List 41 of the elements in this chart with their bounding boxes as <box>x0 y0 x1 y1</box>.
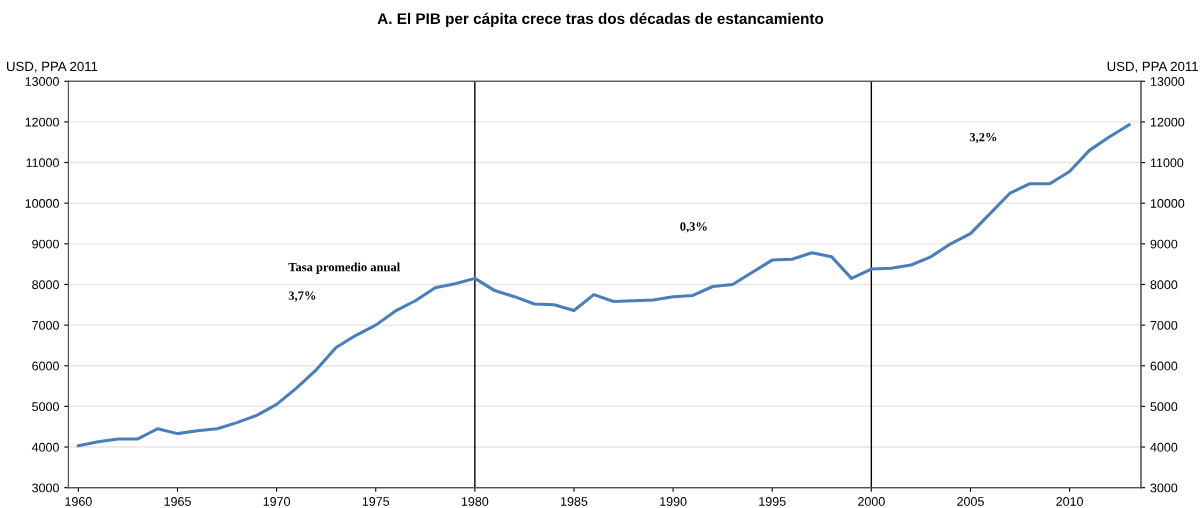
y2-tick-label: 12000 <box>1150 117 1185 127</box>
annotation: 3,2% <box>969 132 997 144</box>
y-tick-label: 4000 <box>31 442 59 452</box>
y-axis-title: USD, PPA 2011 <box>7 61 98 73</box>
annotation: 0,3% <box>680 222 707 233</box>
y-tick-label: 8000 <box>32 280 59 290</box>
x-tick-label: 1970 <box>263 497 291 506</box>
x-tick-label: 1985 <box>561 497 588 506</box>
y2-tick-label: 10000 <box>1150 199 1185 208</box>
y-tick-label: 9000 <box>32 239 59 249</box>
annotation: Tasa promedio anual <box>288 262 400 274</box>
chart-title: A. El PIB per cápita crece tras dos décadas de estancamiento <box>377 12 824 28</box>
x-tick-label: 1980 <box>461 497 489 506</box>
x-tick-label: 2010 <box>1056 497 1083 506</box>
y-tick-label: 3000 <box>32 483 59 493</box>
x-tick-label: 1990 <box>660 497 687 506</box>
y2-tick-label: 6000 <box>1150 361 1178 371</box>
y2-tick-label: 13000 <box>1150 77 1185 86</box>
x-tick-label: 1960 <box>65 497 92 506</box>
x-tick-label: 1975 <box>362 497 390 506</box>
y2-tick-label: 4000 <box>1150 442 1178 452</box>
x-tick-label: 1995 <box>759 497 786 506</box>
x-tick-label: 2000 <box>858 497 885 506</box>
y-tick-label: 12000 <box>25 117 59 127</box>
y2-axis-title: USD, PPA 2011 <box>1107 61 1198 73</box>
y-tick-label: 7000 <box>32 320 59 330</box>
y-tick-label: 10000 <box>25 199 59 208</box>
x-tick-label: 1965 <box>164 497 191 506</box>
y-tick-label: 6000 <box>32 361 59 371</box>
y2-tick-label: 7000 <box>1150 320 1178 330</box>
y2-tick-label: 9000 <box>1150 239 1178 249</box>
y2-tick-label: 5000 <box>1150 402 1178 412</box>
y-tick-label: 13000 <box>25 77 59 86</box>
y-tick-label: 11000 <box>26 158 59 168</box>
y2-tick-label: 11000 <box>1150 158 1184 168</box>
x-tick-label: 2005 <box>957 497 984 506</box>
y-tick-label: 5000 <box>32 402 59 412</box>
annotation: 3,7% <box>288 291 316 302</box>
line-series <box>76 123 1131 448</box>
y2-tick-label: 8000 <box>1150 280 1178 290</box>
y2-tick-label: 3000 <box>1150 483 1178 493</box>
